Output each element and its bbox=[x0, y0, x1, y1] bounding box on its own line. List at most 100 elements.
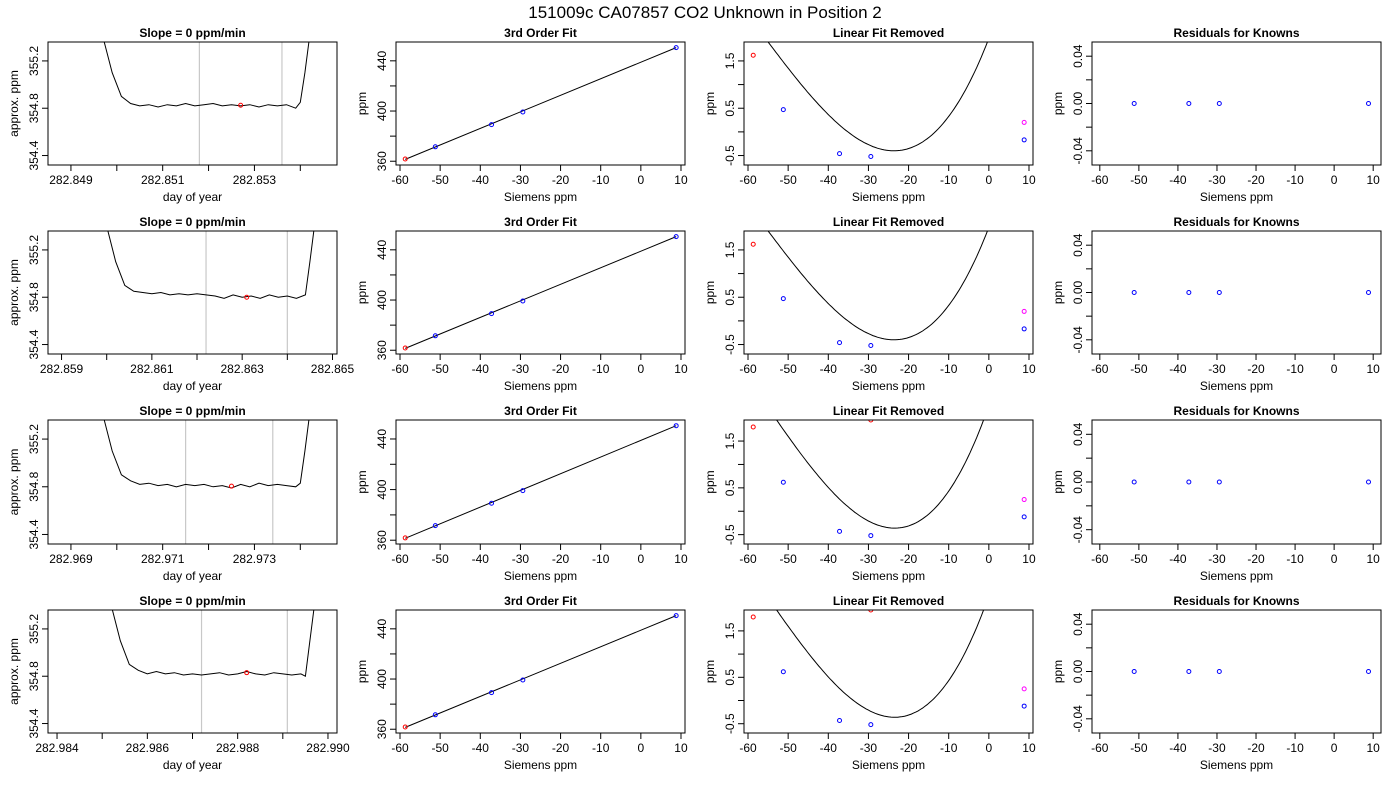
x-tick-label: -10 bbox=[1286, 362, 1304, 376]
known-point bbox=[837, 151, 843, 157]
x-tick-label: 282.973 bbox=[233, 552, 277, 566]
known-point bbox=[432, 523, 438, 529]
panel-title: Slope = 0 ppm/min bbox=[139, 26, 245, 40]
known-point bbox=[868, 722, 874, 728]
x-tick-label: -10 bbox=[940, 362, 958, 376]
x-tick-label: -20 bbox=[552, 362, 570, 376]
y-axis-label: ppm bbox=[703, 92, 717, 115]
y-tick-label: 0.00 bbox=[1071, 280, 1085, 304]
x-tick-label: 0 bbox=[1331, 362, 1338, 376]
fit-curve bbox=[767, 42, 988, 152]
plot-frame bbox=[1091, 609, 1382, 734]
y-axis-label: approx. ppm bbox=[7, 449, 21, 516]
known-point bbox=[1021, 326, 1027, 332]
x-tick-label: -20 bbox=[1247, 173, 1265, 187]
first-point bbox=[750, 52, 756, 58]
x-tick-label: -20 bbox=[900, 173, 918, 187]
panel-title: Slope = 0 ppm/min bbox=[139, 215, 245, 229]
y-axis-label: ppm bbox=[1051, 660, 1065, 683]
x-tick-label: -50 bbox=[431, 173, 449, 187]
known-point bbox=[837, 528, 843, 534]
y-tick-label: 355.2 bbox=[27, 235, 41, 265]
first-point bbox=[868, 610, 874, 613]
x-tick-label: 0 bbox=[986, 741, 993, 755]
panel-r2-c3: Linear Fit Removed -60 -50 -40 -30 -20 -10 0 10 -… bbox=[703, 215, 1036, 393]
y-tick-label: 354.4 bbox=[27, 708, 41, 738]
y-tick-label: -0.5 bbox=[723, 334, 737, 355]
first-point bbox=[402, 724, 408, 730]
x-tick-label: -30 bbox=[1208, 741, 1226, 755]
x-tick-label: -20 bbox=[1247, 552, 1265, 566]
y-tick-label: 0.00 bbox=[1071, 659, 1085, 683]
x-tick-label: -20 bbox=[552, 741, 570, 755]
x-tick-label: -30 bbox=[1208, 362, 1226, 376]
mean-point bbox=[244, 670, 250, 676]
plot-frame bbox=[743, 41, 1034, 166]
plot-area bbox=[750, 610, 1027, 728]
x-tick-label: 282.853 bbox=[233, 173, 277, 187]
x-axis-label: Siemens ppm bbox=[504, 379, 577, 393]
first-point bbox=[868, 420, 874, 423]
y-tick-label: 355.2 bbox=[27, 614, 41, 644]
x-tick-label: 282.990 bbox=[306, 741, 350, 755]
x-tick-label: 282.984 bbox=[35, 741, 79, 755]
x-tick-label: -30 bbox=[512, 173, 530, 187]
known-point bbox=[1131, 479, 1137, 485]
panel-r2-c1: Slope = 0 ppm/min 282.859 282.861 282.863 28… bbox=[7, 215, 354, 393]
known-point bbox=[1021, 703, 1027, 709]
x-tick-label: 0 bbox=[1331, 552, 1338, 566]
known-point bbox=[1186, 479, 1192, 485]
known-point bbox=[673, 234, 679, 240]
known-point bbox=[673, 423, 679, 429]
x-tick-label: -10 bbox=[940, 552, 958, 566]
first-point bbox=[750, 424, 756, 430]
x-tick-label: -60 bbox=[391, 552, 409, 566]
known-point bbox=[1131, 669, 1137, 674]
y-axis-label: ppm bbox=[355, 470, 369, 493]
y-tick-label: 400 bbox=[375, 290, 389, 310]
x-tick-label: -20 bbox=[552, 173, 570, 187]
y-axis-label: ppm bbox=[355, 281, 369, 304]
plot-frame bbox=[395, 230, 686, 355]
y-tick-label: 0.04 bbox=[1071, 612, 1085, 636]
panel-r3-c4: Residuals for Knowns -60 -50 -40 -30 -20 -10 0 1… bbox=[1051, 404, 1382, 583]
x-tick-label: 10 bbox=[674, 552, 688, 566]
x-tick-label: 282.986 bbox=[126, 741, 170, 755]
y-tick-label: 360 bbox=[375, 719, 389, 739]
fit-line bbox=[405, 236, 677, 349]
first-point bbox=[402, 535, 408, 541]
x-tick-label: -20 bbox=[1247, 741, 1265, 755]
mean-point bbox=[244, 294, 250, 300]
x-tick-label: 10 bbox=[1367, 362, 1381, 376]
y-tick-label: 1.5 bbox=[723, 622, 737, 639]
known-point bbox=[780, 669, 786, 675]
x-tick-label: -20 bbox=[900, 552, 918, 566]
x-tick-label: 0 bbox=[638, 741, 645, 755]
x-tick-label: -10 bbox=[1286, 173, 1304, 187]
y-tick-label: 355.2 bbox=[27, 424, 41, 454]
y-tick-label: 0.00 bbox=[1071, 91, 1085, 115]
x-tick-label: -30 bbox=[860, 741, 878, 755]
known-point bbox=[489, 311, 495, 317]
mean-point bbox=[228, 483, 234, 489]
x-axis-label: Siemens ppm bbox=[852, 190, 925, 204]
x-axis-label: Siemens ppm bbox=[852, 758, 925, 772]
x-axis-label: day of year bbox=[163, 569, 222, 583]
x-tick-label: 10 bbox=[1022, 362, 1036, 376]
x-tick-label: -10 bbox=[592, 552, 610, 566]
x-tick-label: 10 bbox=[1367, 173, 1381, 187]
panel-r4-c3: Linear Fit Removed -60 -50 -40 -30 -20 -10 0 10 -… bbox=[703, 594, 1036, 772]
x-tick-label: -40 bbox=[472, 362, 490, 376]
x-tick-label: -60 bbox=[391, 362, 409, 376]
panel-r1-c4: Residuals for Knowns -60 -50 -40 -30 -20 -10 0 1… bbox=[1051, 26, 1382, 204]
panel-r3-c2: 3rd Order Fit -60 -50 -40 -30 -20 -10 0 10 360 400… bbox=[355, 404, 688, 583]
unknown-point bbox=[1021, 686, 1027, 692]
x-tick-label: -20 bbox=[552, 552, 570, 566]
known-point bbox=[780, 479, 786, 485]
y-axis-label: ppm bbox=[1051, 92, 1065, 115]
y-tick-label: 440 bbox=[375, 618, 389, 638]
known-point bbox=[1186, 290, 1192, 295]
plot-frame bbox=[395, 41, 686, 166]
fit-curve bbox=[767, 231, 988, 341]
y-tick-label: 354.4 bbox=[27, 140, 41, 170]
